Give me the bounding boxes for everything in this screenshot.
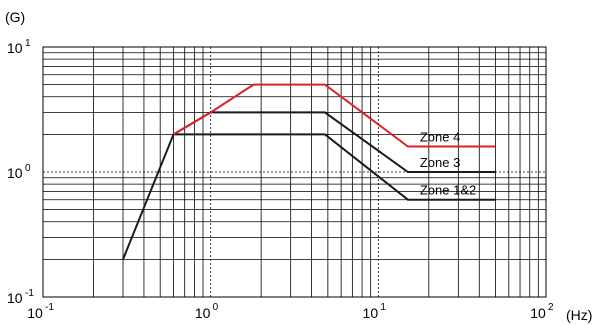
y-tick-label: 10 [7, 40, 23, 56]
y-tick-label: 10 [7, 165, 23, 181]
y-tick-exponent: 1 [25, 38, 31, 49]
series-labels: Zone 4 Zone 3 Zone 1&2 [420, 129, 476, 197]
x-tick-label: 10 [530, 305, 546, 321]
plot-frame [42, 46, 547, 298]
series-line-zone-4 [172, 83, 496, 148]
x-tick-exponent: 1 [380, 302, 386, 313]
y-axis-label: (G) [5, 9, 25, 25]
series-line-zone-1-2 [173, 133, 496, 201]
y-tick-label: 10 [7, 290, 23, 306]
series-lines [122, 83, 496, 260]
series-label: Zone 1&2 [420, 183, 476, 198]
x-tick-label: 10 [195, 305, 211, 321]
y-tick-exponent: 0 [25, 163, 31, 174]
series-line-zone-3 [122, 111, 496, 260]
major-grid [43, 47, 546, 297]
x-tick-exponent: -1 [45, 302, 54, 313]
x-tick-label: 10 [27, 305, 43, 321]
x-tick-exponent: 2 [548, 302, 554, 313]
x-axis-label: (Hz) [566, 307, 592, 323]
y-tick-exponent: -1 [25, 288, 34, 299]
series-label: Zone 3 [420, 155, 460, 170]
x-tick-label: 10 [363, 305, 379, 321]
series-label: Zone 4 [420, 129, 460, 144]
x-tick-labels: 10 -1 10 0 10 1 10 2 [27, 302, 554, 321]
x-tick-exponent: 0 [213, 302, 219, 313]
